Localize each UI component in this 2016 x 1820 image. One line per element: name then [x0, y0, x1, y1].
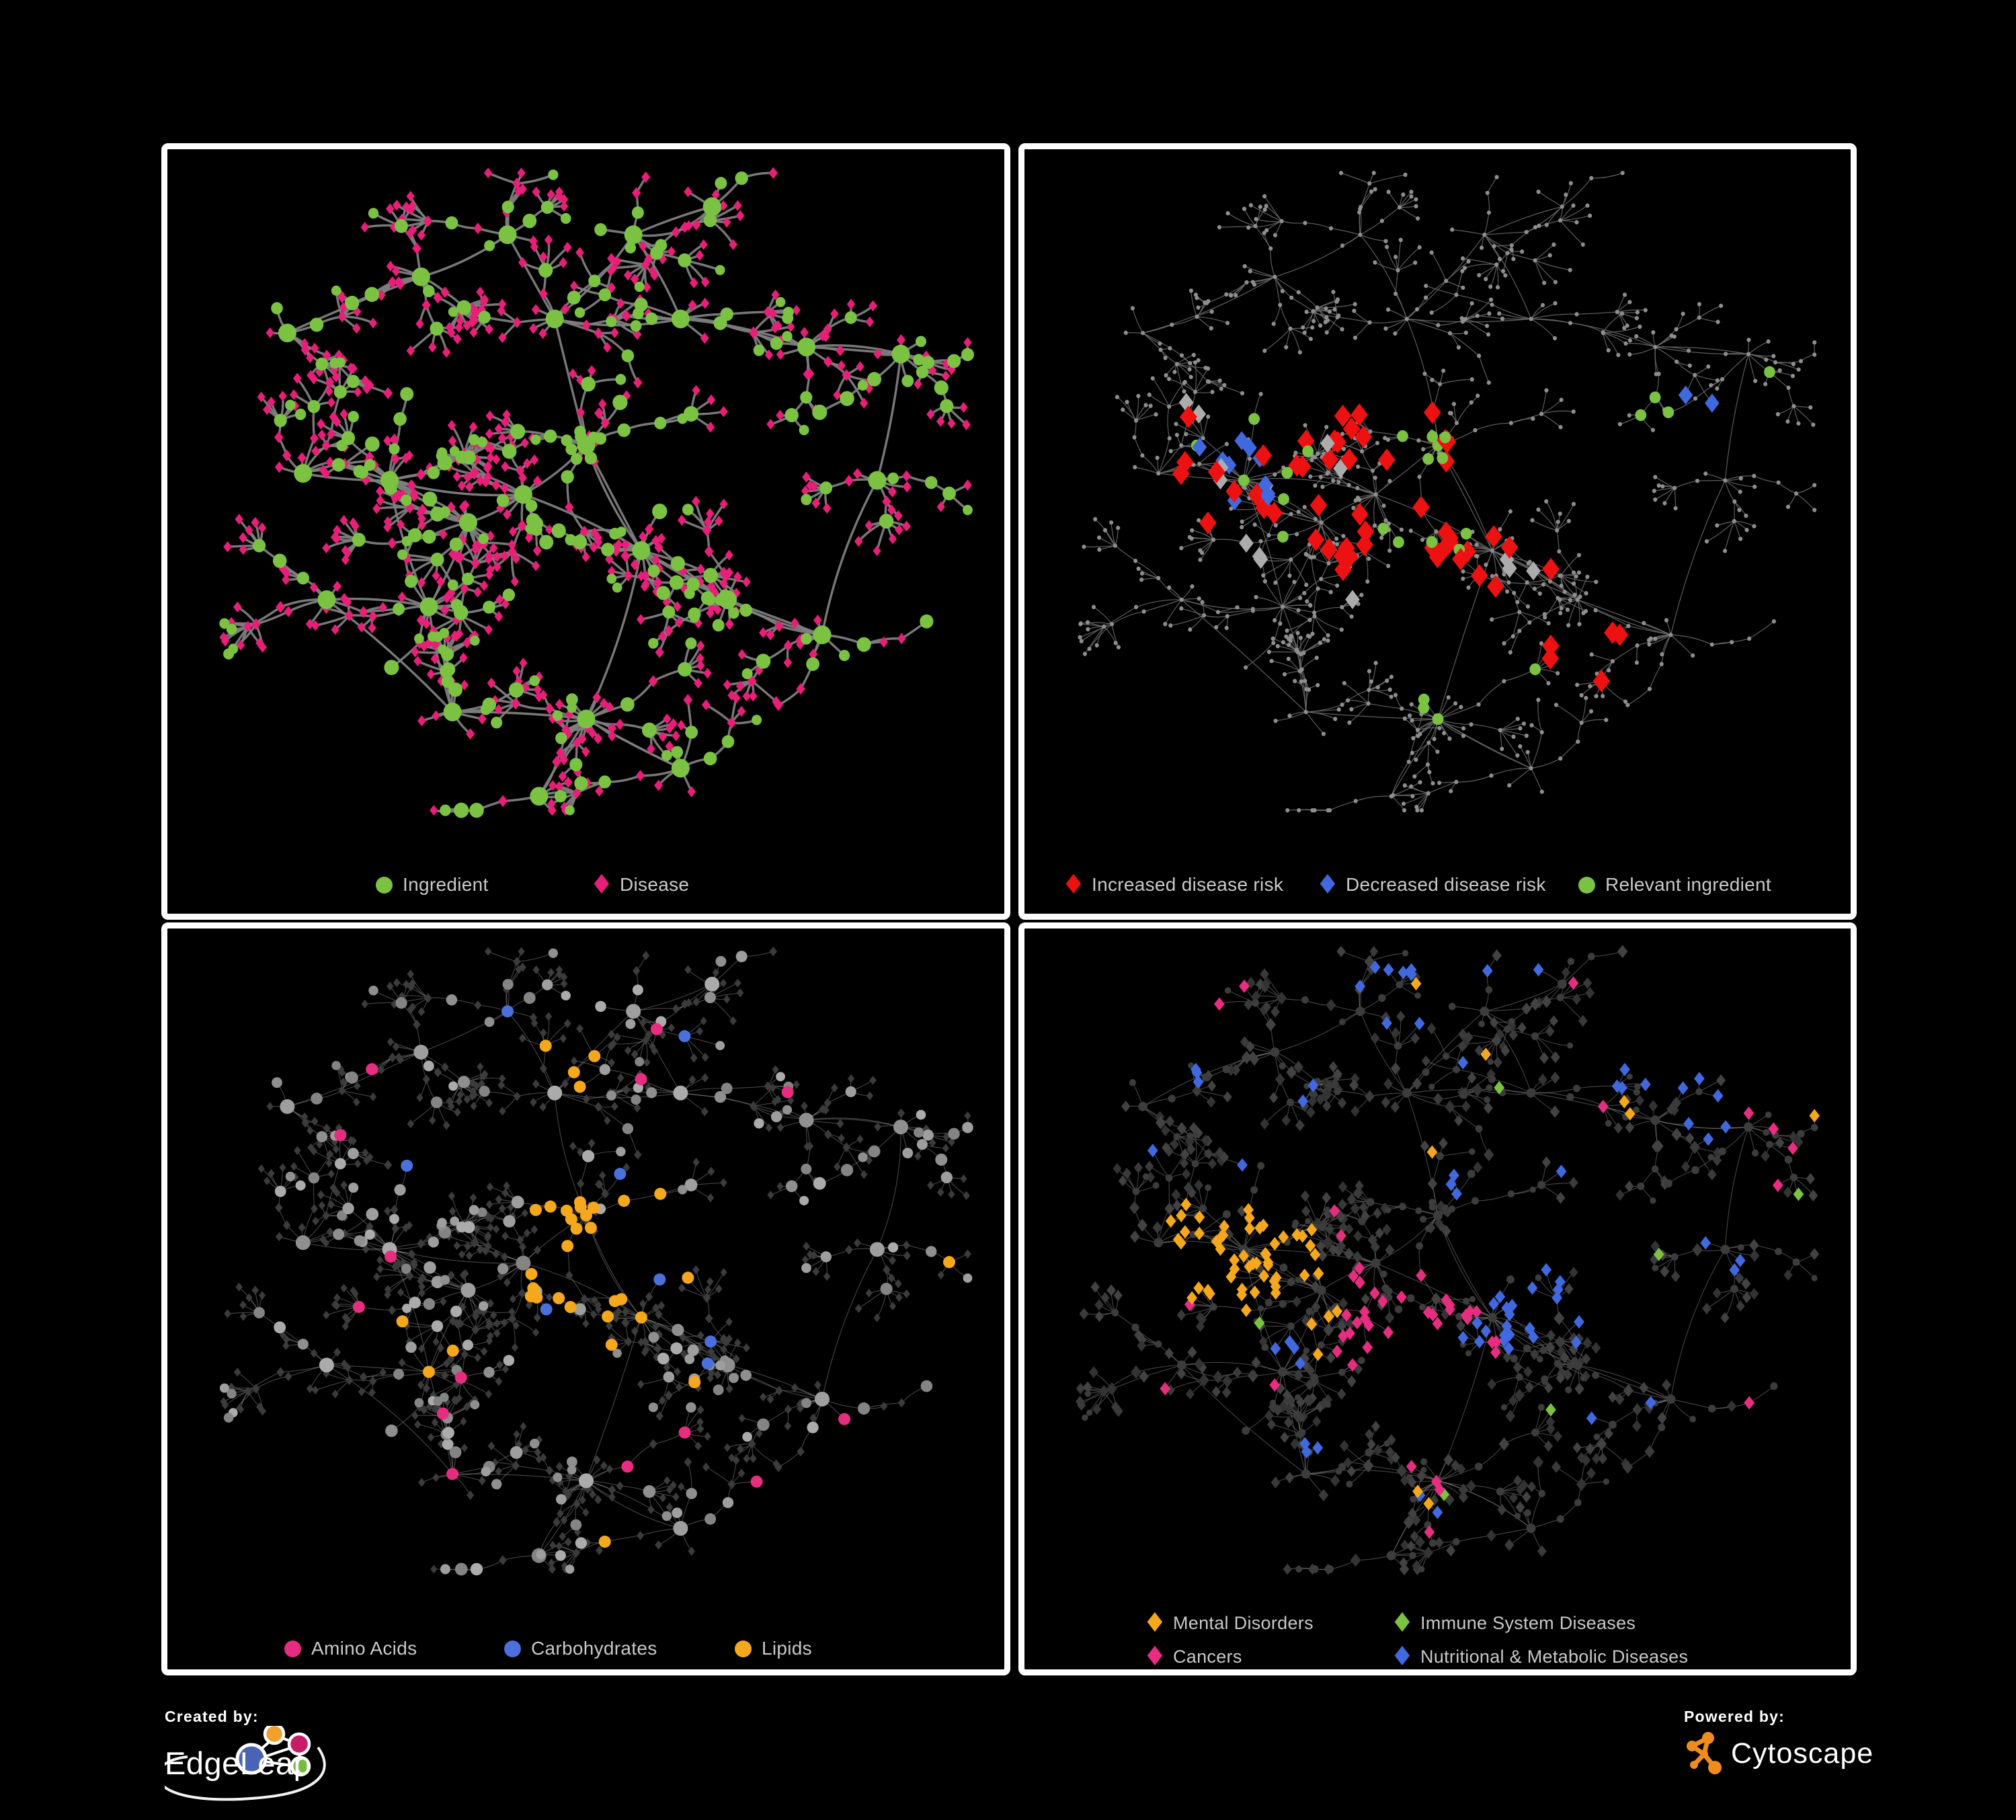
network-graph-disease-risk [1078, 171, 1817, 813]
cytoscape-wordmark: Cytoscape [1731, 1737, 1874, 1770]
edgeleap-wordmark: EdgeLeap [165, 1745, 312, 1781]
panel-nutrient-classes-network: Amino Acids Carbohydrates Lipids [161, 922, 1010, 1675]
network-graph-nutrient-classes [219, 946, 973, 1576]
network-graph-ingredient-disease [219, 167, 974, 818]
powered-by-label: Powered by: [1684, 1708, 1785, 1725]
network-graph-disease-categories [1075, 945, 1820, 1576]
panel-disease-categories-network: ♦ Mental Disorders ♦ Immune System Disea… [1018, 922, 1857, 1675]
edgeleap-credit: Created by: EdgeLeap [165, 1708, 514, 1815]
panel-disease-risk-network: ♦ Increased disease risk ♦ Decreased dis… [1018, 143, 1857, 920]
edgeleap-logo-icon [165, 1726, 326, 1801]
edgeleap-logo-wrap: EdgeLeap [165, 1726, 514, 1813]
created-by-label: Created by: [165, 1708, 259, 1725]
cytoscape-logo-icon [1687, 1732, 1722, 1774]
cytoscape-credit: Powered by: Cytoscape [1684, 1708, 1966, 1802]
panel-ingredient-disease-network: Ingredient ♦ Disease [161, 143, 1010, 920]
